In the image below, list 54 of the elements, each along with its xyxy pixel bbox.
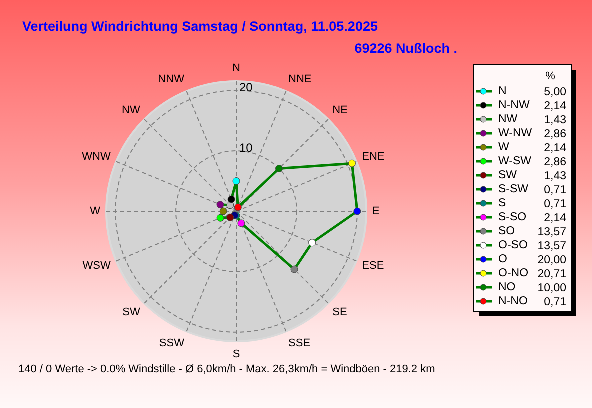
spoke-label: ESE xyxy=(362,260,384,272)
category-label: N xyxy=(498,86,507,98)
data-label: 1,43 xyxy=(544,114,567,126)
spoke-label: SSE xyxy=(288,338,311,350)
spoke-label: SE xyxy=(332,306,348,319)
category-label: NW xyxy=(498,114,518,126)
spoke-label: NNW xyxy=(158,73,186,86)
category-label: S xyxy=(498,198,506,210)
data-label: 20,71 xyxy=(538,268,567,280)
data-label: 0,71 xyxy=(544,184,567,196)
data-label: 1,43 xyxy=(544,170,567,182)
y-tick-label: 20 xyxy=(240,80,254,95)
category-label: W xyxy=(498,142,510,154)
data-label: 2,14 xyxy=(544,100,568,112)
category-label: N-NW xyxy=(498,100,530,112)
data-label: 10,00 xyxy=(538,282,567,294)
category-label: O-SO xyxy=(498,240,528,252)
category-label: NO xyxy=(498,282,516,294)
data-label: 13,57 xyxy=(538,226,567,238)
legend-title: % xyxy=(546,70,556,82)
data-label: 5,00 xyxy=(544,86,567,98)
category-label: SO xyxy=(498,226,516,238)
spoke-label: SW xyxy=(122,306,141,319)
data-label: 2,86 xyxy=(544,128,567,140)
category-label: S-SW xyxy=(498,184,529,196)
data-label: 2,14 xyxy=(544,212,568,224)
data-label: 2,86 xyxy=(544,156,567,168)
spoke-label: N xyxy=(232,62,241,74)
category-label: S-SO xyxy=(498,212,527,224)
spoke-label: NW xyxy=(122,104,141,116)
spoke-label: NE xyxy=(332,104,348,116)
data-label: 13,57 xyxy=(538,240,567,252)
category-label: SW xyxy=(498,170,518,182)
data-label: 20,00 xyxy=(538,254,567,266)
spoke-label: SSW xyxy=(159,338,186,350)
spoke-label: ENE xyxy=(362,150,385,163)
data-label: 0,71 xyxy=(544,198,567,210)
category-label: O xyxy=(498,254,508,266)
spoke-label: WNW xyxy=(82,150,112,163)
y-tick-label: 10 xyxy=(240,141,254,156)
spoke-label: W xyxy=(90,206,102,218)
spoke-label: S xyxy=(232,348,240,360)
data-label: 2,14 xyxy=(544,142,568,154)
chart-subtitle: 69226 Nußloch . xyxy=(354,41,458,56)
category-label: N-NO xyxy=(498,296,528,308)
category-label: W-SW xyxy=(498,156,532,168)
spoke-label: NNE xyxy=(288,73,312,86)
spoke-label: E xyxy=(372,206,380,218)
category-label: O-NO xyxy=(498,268,529,280)
chart-title: Verteilung Windrichtung Samstag / Sonntag, 11.05.2025 xyxy=(22,19,378,34)
text: 140 / 0 Werte -> 0.0% Windstille - Ø 6,0km/h - Max. 26,3km/h = Windböen - 219.2 km xyxy=(18,364,436,376)
category-label: W-NW xyxy=(498,128,532,140)
spoke-label: WSW xyxy=(82,260,112,272)
data-label: 0,71 xyxy=(544,296,567,308)
